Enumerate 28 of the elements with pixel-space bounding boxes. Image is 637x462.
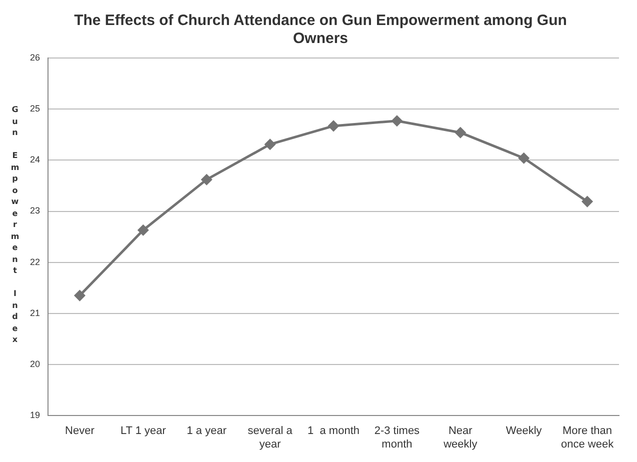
x-tick-label: several a year <box>248 425 294 450</box>
y-tick-label: 21 <box>30 308 40 318</box>
point <box>392 116 402 126</box>
x-tick-label: Weekly <box>506 425 542 438</box>
x-tick-label: 1 a year <box>186 425 227 438</box>
point <box>328 120 339 132</box>
y-tick-label: 19 <box>30 410 40 420</box>
y-tick-label: 26 <box>30 52 40 62</box>
point <box>138 224 148 236</box>
point <box>264 139 276 150</box>
x-tick-label: LT 1 year <box>120 425 166 438</box>
point <box>582 196 593 207</box>
x-tick-label: 2-3 times month <box>374 425 420 450</box>
point <box>201 174 212 185</box>
point <box>74 290 85 301</box>
y-tick-label: 25 <box>30 104 40 114</box>
x-tick-label: 1 a month <box>308 425 360 438</box>
y-tick-label: 24 <box>30 154 40 165</box>
y-tick-label: 23 <box>30 206 40 216</box>
point <box>518 152 530 164</box>
x-tick-label: Near weekly <box>442 425 478 450</box>
text: Gun Empowerment Index <box>10 105 20 344</box>
point <box>455 127 466 138</box>
x-tick-label: More than once week <box>560 425 614 450</box>
x-tick-label: Never <box>65 425 95 438</box>
chart-title: The Effects of Church Attendance on Gun Empowerment among Gun Owners <box>74 12 567 48</box>
y-tick-label: 20 <box>30 359 40 369</box>
y-tick-label: 22 <box>30 256 40 267</box>
